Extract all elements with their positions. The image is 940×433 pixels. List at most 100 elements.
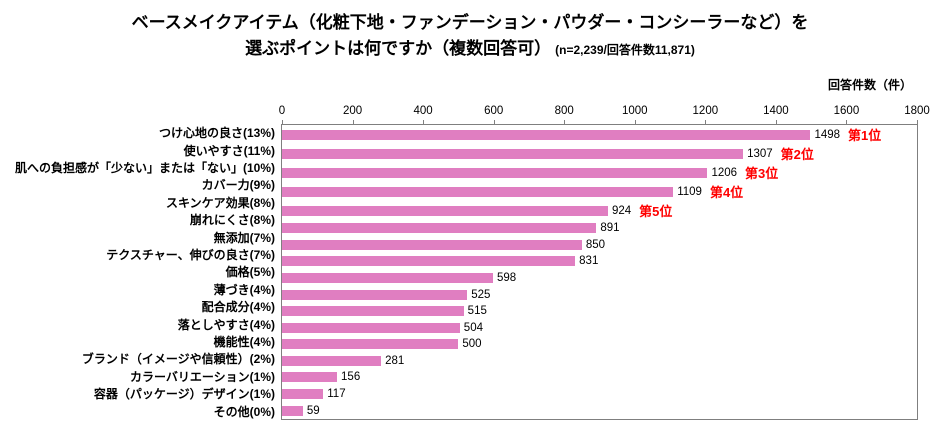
value-label: 1307 bbox=[747, 147, 773, 160]
x-tick-mark bbox=[634, 120, 636, 124]
category-label: 落としやすさ(4%) bbox=[177, 317, 275, 332]
category-label: その他(0%) bbox=[213, 404, 275, 419]
bar-row: 850 bbox=[282, 237, 917, 254]
chart-title-line2: 選ぶポイントは何ですか（複数回答可） (n=2,239/回答件数11,871) bbox=[0, 36, 940, 62]
rank-label: 第3位 bbox=[745, 166, 779, 181]
value-label: 831 bbox=[579, 255, 599, 268]
bar-row: 156 bbox=[282, 369, 917, 386]
bar bbox=[282, 256, 576, 267]
x-tick-label: 800 bbox=[554, 105, 574, 117]
bar-row: 1206 第3位 bbox=[282, 163, 917, 182]
rank-label: 第5位 bbox=[639, 204, 673, 219]
bar bbox=[282, 372, 338, 383]
category-label: 肌への負担感が「少ない」または「ない」(10%) bbox=[14, 161, 275, 176]
category-label: テクスチャー、伸びの良さ(7%) bbox=[106, 248, 275, 263]
x-tick-mark bbox=[493, 120, 495, 124]
bar-row: 1307 第2位 bbox=[282, 144, 917, 163]
bar-row: 598 bbox=[282, 270, 917, 287]
bar-row: 500 bbox=[282, 336, 917, 353]
value-label: 924 bbox=[611, 204, 632, 217]
category-label: 無添加(7%) bbox=[213, 230, 275, 245]
x-tick-label: 1000 bbox=[621, 105, 648, 117]
bar bbox=[282, 273, 493, 284]
chart-title-line1: ベースメイクアイテム（化粧下地・ファンデーション・パウダー・コンシーラーなど）を bbox=[131, 13, 809, 32]
value-label: 500 bbox=[462, 338, 482, 351]
value-label: 891 bbox=[600, 222, 620, 235]
value-label: 156 bbox=[341, 371, 361, 384]
x-tick-mark bbox=[917, 120, 918, 124]
category-label: 使いやすさ(11%) bbox=[183, 143, 275, 158]
bar bbox=[282, 239, 582, 250]
bar bbox=[282, 205, 608, 216]
axis-unit-label: 回答件数（件） bbox=[827, 78, 912, 92]
plot-area: 1498 第1位 1307 第2位 1206 第3位 1109 第4位 924 第5位 891 850… bbox=[279, 105, 930, 420]
value-label: 59 bbox=[306, 404, 320, 417]
bar-row: 891 bbox=[282, 220, 917, 237]
x-tick-label: 400 bbox=[413, 105, 433, 117]
category-label: 容器（パッケージ）デザイン(1%) bbox=[93, 387, 275, 402]
bar-row: 504 bbox=[282, 319, 917, 336]
rank-label: 第1位 bbox=[848, 128, 882, 143]
category-label: 薄づき(4%) bbox=[213, 282, 275, 297]
category-label: 配合成分(4%) bbox=[201, 300, 275, 315]
bar-row: 281 bbox=[282, 353, 917, 370]
bar-row: 924 第5位 bbox=[282, 201, 917, 220]
bar bbox=[282, 339, 459, 350]
value-label: 525 bbox=[471, 288, 491, 301]
x-tick-mark bbox=[775, 120, 777, 124]
value-label: 117 bbox=[327, 388, 346, 401]
value-label: 504 bbox=[463, 321, 483, 334]
bar bbox=[282, 355, 382, 366]
x-tick-mark bbox=[564, 120, 566, 124]
x-tick-label: 1600 bbox=[833, 105, 860, 117]
value-label: 515 bbox=[467, 305, 487, 318]
x-tick-label: 600 bbox=[484, 105, 504, 117]
value-label: 281 bbox=[385, 354, 405, 367]
bar-row: 117 bbox=[282, 386, 917, 403]
bar bbox=[282, 389, 324, 400]
bar-row: 525 bbox=[282, 286, 917, 303]
x-tick-label: 1800 bbox=[904, 105, 930, 117]
sample-size-note: (n=2,239/回答件数11,871) bbox=[555, 42, 695, 57]
bar bbox=[282, 322, 460, 333]
bar bbox=[282, 186, 674, 197]
value-label: 1109 bbox=[677, 185, 702, 198]
bar-chart: つけ心地の良さ(13%) 使いやすさ(11%) 肌への負担感が「少ない」または「ない… bbox=[8, 105, 930, 420]
value-label: 598 bbox=[496, 272, 517, 285]
bar bbox=[282, 306, 464, 317]
chart-title-line2-text: 選ぶポイントは何ですか（複数回答可） bbox=[245, 38, 552, 58]
bar-row: 1498 第1位 bbox=[282, 125, 917, 144]
x-tick-label: 0 bbox=[278, 105, 286, 117]
category-label: ブランド（イメージや信頼性）(2%) bbox=[81, 352, 275, 367]
bar bbox=[282, 148, 744, 159]
category-label: カラーバリエーション(1%) bbox=[130, 369, 275, 384]
x-tick-mark bbox=[352, 120, 354, 124]
category-label: カバー力(9%) bbox=[201, 178, 275, 193]
bar bbox=[282, 289, 468, 300]
category-label: つけ心地の良さ(13%) bbox=[158, 126, 275, 141]
category-label: スキンケア効果(8%) bbox=[166, 195, 275, 210]
rank-label: 第2位 bbox=[780, 147, 814, 162]
category-label: 崩れにくさ(8%) bbox=[189, 213, 275, 228]
x-tick-mark bbox=[282, 120, 283, 124]
x-tick-mark bbox=[423, 120, 425, 124]
x-tick-mark bbox=[705, 120, 707, 124]
category-label: 機能性(4%) bbox=[213, 335, 275, 350]
x-tick-label: 200 bbox=[342, 105, 363, 117]
category-label: 価格(5%) bbox=[225, 265, 275, 280]
bar-row: 515 bbox=[282, 303, 917, 320]
category-labels: つけ心地の良さ(13%) 使いやすさ(11%) 肌への負担感が「少ない」または「ない… bbox=[8, 124, 281, 420]
x-tick-mark bbox=[846, 120, 848, 124]
bar-row: 1109 第4位 bbox=[282, 182, 917, 201]
bar bbox=[282, 129, 811, 140]
value-label: 1206 bbox=[711, 166, 738, 179]
chart-title: ベースメイクアイテム（化粧下地・ファンデーション・パウダー・コンシーラーなど）を… bbox=[0, 0, 940, 61]
bar bbox=[282, 405, 303, 416]
x-tick-label: 1200 bbox=[692, 105, 719, 117]
bar bbox=[282, 223, 597, 234]
value-label: 850 bbox=[585, 238, 606, 251]
bar bbox=[282, 167, 708, 178]
x-tick-label: 1400 bbox=[763, 105, 789, 117]
value-label: 1498 bbox=[814, 128, 841, 141]
